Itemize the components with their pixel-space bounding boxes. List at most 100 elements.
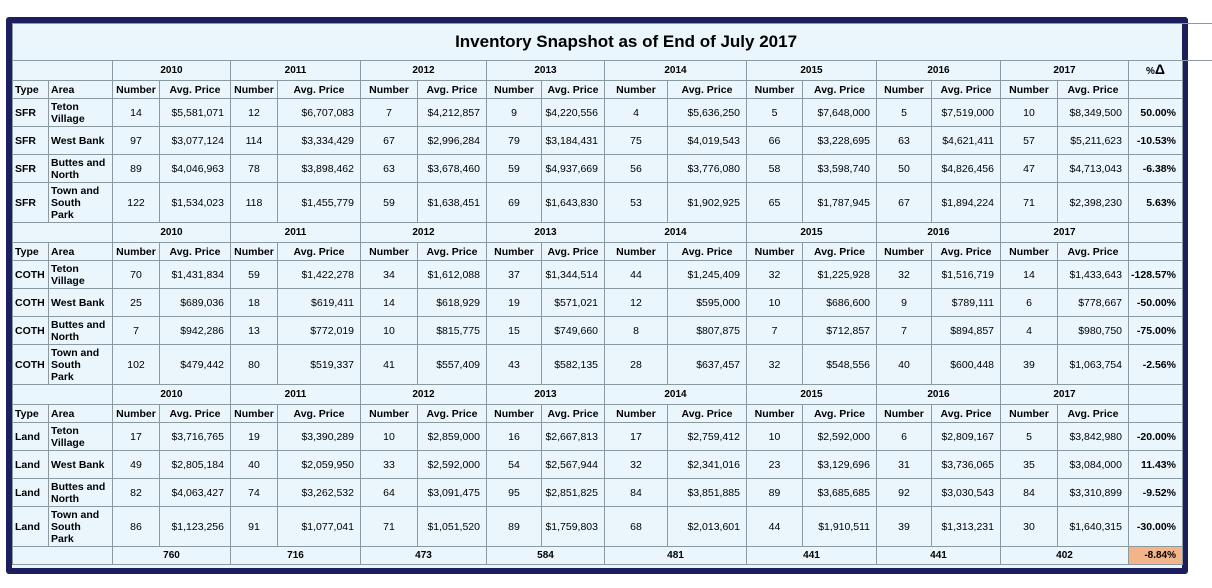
avg-price-cell: $2,592,000 — [802, 422, 877, 451]
area-line: Buttes and — [51, 480, 106, 493]
avg-price-cell: $7,519,000 — [931, 98, 1001, 127]
number-cell: 56 — [604, 154, 668, 183]
avg-price-cell: $600,448 — [931, 344, 1001, 385]
avg-price-header: Avg. Price — [541, 80, 605, 99]
avg-price-header: Avg. Price — [802, 80, 877, 99]
number-cell: 39 — [876, 506, 932, 547]
table-row: SFR West Bank 97 $3,077,124 114 $3,334,429 67 $… — [12, 126, 1212, 155]
avg-price-cell: $2,398,230 — [1057, 182, 1129, 223]
area-line: Park — [51, 532, 74, 545]
table-row: Land Teton Village 17 $3,716,765 19 $3,390,289… — [12, 422, 1212, 451]
avg-price-cell: $2,667,813 — [541, 422, 605, 451]
pct-header-blank — [1128, 404, 1183, 423]
year-header-row: 2010 2011 2012 2013 2014 2015 2016 2017 %Δ — [12, 60, 1212, 81]
number-cell: 28 — [604, 344, 668, 385]
avg-price-cell: $772,019 — [277, 316, 361, 345]
avg-price-cell: $807,875 — [667, 316, 747, 345]
number-cell: 31 — [876, 450, 932, 479]
pct-change-cell: -30.00% — [1128, 506, 1183, 547]
number-cell: 41 — [360, 344, 418, 385]
total-pct-cell: -8.84% — [1128, 546, 1183, 565]
avg-price-cell: $5,581,071 — [159, 98, 231, 127]
number-cell: 102 — [112, 344, 160, 385]
area-line: North — [51, 168, 79, 181]
avg-price-cell: $3,334,429 — [277, 126, 361, 155]
number-cell: 6 — [1000, 288, 1058, 317]
avg-price-cell: $1,344,514 — [541, 260, 605, 289]
number-cell: 114 — [230, 126, 278, 155]
pct-change-cell: 11.43% — [1128, 450, 1183, 479]
number-cell: 92 — [876, 478, 932, 507]
number-cell: 16 — [486, 422, 542, 451]
totals-row: 760 716 473 584 481 441 441 402 -8.84% — [12, 546, 1212, 565]
avg-price-cell: $4,713,043 — [1057, 154, 1129, 183]
avg-price-cell: $1,638,451 — [417, 182, 487, 223]
type-cell: SFR — [12, 182, 49, 223]
area-cell: West Bank — [48, 288, 113, 317]
avg-price-cell: $3,390,289 — [277, 422, 361, 451]
number-cell: 58 — [746, 154, 803, 183]
avg-price-cell: $686,600 — [802, 288, 877, 317]
number-cell: 97 — [112, 126, 160, 155]
number-cell: 59 — [486, 154, 542, 183]
type-cell: SFR — [12, 154, 49, 183]
avg-price-cell: $2,996,284 — [417, 126, 487, 155]
number-cell: 71 — [1000, 182, 1058, 223]
avg-price-cell: $1,534,023 — [159, 182, 231, 223]
number-cell: 4 — [1000, 316, 1058, 345]
number-cell: 7 — [360, 98, 418, 127]
year-header-2011: 2011 — [230, 60, 361, 81]
avg-price-cell: $3,030,543 — [931, 478, 1001, 507]
avg-price-cell: $3,685,685 — [802, 478, 877, 507]
pct-change-cell: -128.57% — [1128, 260, 1183, 289]
year-header-blank — [12, 222, 113, 243]
number-cell: 44 — [604, 260, 668, 289]
type-cell: COTH — [12, 344, 49, 385]
area-line: North — [51, 330, 79, 343]
avg-price-cell: $2,592,000 — [417, 450, 487, 479]
year-header-blank — [12, 384, 113, 405]
pct-change-cell: -6.38% — [1128, 154, 1183, 183]
avg-price-cell: $8,349,500 — [1057, 98, 1129, 127]
number-cell: 79 — [486, 126, 542, 155]
avg-price-header: Avg. Price — [931, 242, 1001, 261]
number-cell: 66 — [746, 126, 803, 155]
area-line: South — [51, 358, 81, 371]
number-cell: 10 — [746, 288, 803, 317]
total-cell: 441 — [876, 546, 1001, 565]
avg-price-header: Avg. Price — [667, 404, 747, 423]
area-line: Park — [51, 208, 74, 221]
number-header: Number — [486, 80, 542, 99]
avg-price-cell: $3,184,431 — [541, 126, 605, 155]
type-cell: COTH — [12, 316, 49, 345]
year-header-2016: 2016 — [876, 60, 1001, 81]
title-row: Inventory Snapshot as of End of July 201… — [11, 23, 1212, 61]
avg-price-cell: $1,612,088 — [417, 260, 487, 289]
number-cell: 25 — [112, 288, 160, 317]
avg-price-cell: $1,759,803 — [541, 506, 605, 547]
area-cell: Teton Village — [48, 98, 113, 127]
number-header: Number — [604, 80, 668, 99]
area-header: Area — [48, 242, 113, 261]
avg-price-cell: $1,902,925 — [667, 182, 747, 223]
avg-price-cell: $571,021 — [541, 288, 605, 317]
avg-price-cell: $2,013,601 — [667, 506, 747, 547]
number-cell: 69 — [486, 182, 542, 223]
area-line: Buttes and — [51, 156, 106, 169]
number-cell: 5 — [1000, 422, 1058, 451]
avg-price-cell: $789,111 — [931, 288, 1001, 317]
pct-change-cell: -20.00% — [1128, 422, 1183, 451]
avg-price-header: Avg. Price — [417, 404, 487, 423]
number-cell: 14 — [1000, 260, 1058, 289]
area-cell: Buttes and North — [48, 478, 113, 507]
avg-price-cell: $3,084,000 — [1057, 450, 1129, 479]
number-cell: 34 — [360, 260, 418, 289]
number-cell: 63 — [876, 126, 932, 155]
number-cell: 33 — [360, 450, 418, 479]
number-cell: 67 — [360, 126, 418, 155]
number-cell: 50 — [876, 154, 932, 183]
year-header-2012: 2012 — [360, 60, 487, 81]
number-cell: 122 — [112, 182, 160, 223]
type-cell: Land — [12, 506, 49, 547]
number-header: Number — [360, 80, 418, 99]
